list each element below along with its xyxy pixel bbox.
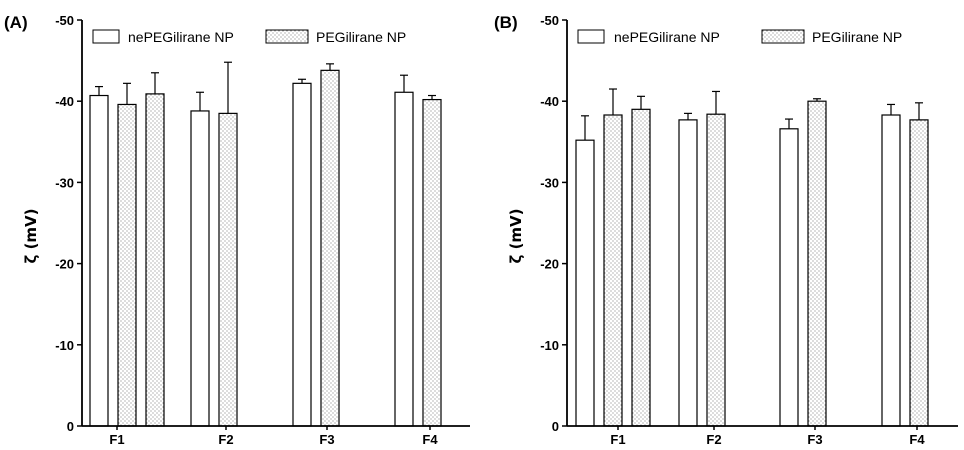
bar — [909, 119, 929, 427]
bar — [117, 103, 137, 427]
y-axis-title: ζ (mV) — [507, 208, 525, 263]
y-tick-label: -40 — [540, 94, 559, 109]
y-tick-label: -20 — [55, 257, 74, 272]
bar — [631, 108, 651, 427]
bar — [145, 93, 165, 427]
bar — [320, 69, 340, 427]
y-tick-label: -50 — [540, 13, 559, 28]
bar — [881, 114, 901, 427]
panel-label: (A) — [4, 13, 28, 32]
y-tick-label: -20 — [540, 257, 559, 272]
panel-b: (B) ζ (mV) 0 -10 -20 -30 -40 -50 F1 F2 F3 F4 neP… — [494, 13, 958, 447]
bar — [218, 112, 238, 427]
x-tick-label: F2 — [706, 432, 721, 447]
bar — [89, 94, 109, 427]
y-tick-label: -10 — [540, 338, 559, 353]
x-tick-label: F1 — [109, 432, 124, 447]
x-tick-label: F2 — [218, 432, 233, 447]
x-tick-label: F3 — [319, 432, 334, 447]
bar — [292, 82, 312, 427]
legend: nePEGilirane NP PEGilirane NP — [577, 29, 902, 45]
legend-label: nePEGilirane NP — [128, 29, 234, 45]
bar — [190, 110, 210, 427]
panel-label: (B) — [494, 13, 518, 32]
legend-label: PEGilirane NP — [812, 29, 902, 45]
bar — [678, 119, 698, 427]
y-tick-label: -40 — [55, 94, 74, 109]
bar — [575, 139, 595, 427]
x-tick-label: F4 — [422, 432, 438, 447]
x-tick-label: F1 — [610, 432, 625, 447]
y-tick-label: -10 — [55, 338, 74, 353]
legend-swatch-open — [577, 29, 605, 44]
y-tick-label: 0 — [67, 419, 74, 434]
legend-label: PEGilirane NP — [316, 29, 406, 45]
bar — [422, 98, 442, 427]
bar — [603, 114, 623, 427]
x-tick-label: F4 — [909, 432, 925, 447]
legend-swatch-dotted — [761, 29, 805, 44]
y-tick-label: -30 — [540, 175, 559, 190]
legend-swatch-open — [92, 29, 120, 44]
x-tick-label: F3 — [807, 432, 822, 447]
panel-a: (A) ζ (mV) 0 -10 -20 -30 -40 -50 F1 F2 F3 F4 neP… — [4, 13, 470, 447]
bar — [706, 113, 726, 427]
bar — [779, 128, 799, 427]
y-axis-title: ζ (mV) — [22, 208, 40, 263]
y-tick-label: 0 — [552, 419, 559, 434]
legend: nePEGilirane NP PEGilirane NP — [92, 29, 406, 45]
y-tick-label: -30 — [55, 175, 74, 190]
y-tick-label: -50 — [55, 13, 74, 28]
bar — [394, 91, 414, 427]
legend-swatch-dotted — [265, 29, 309, 44]
bar — [807, 100, 827, 427]
legend-label: nePEGilirane NP — [614, 29, 720, 45]
